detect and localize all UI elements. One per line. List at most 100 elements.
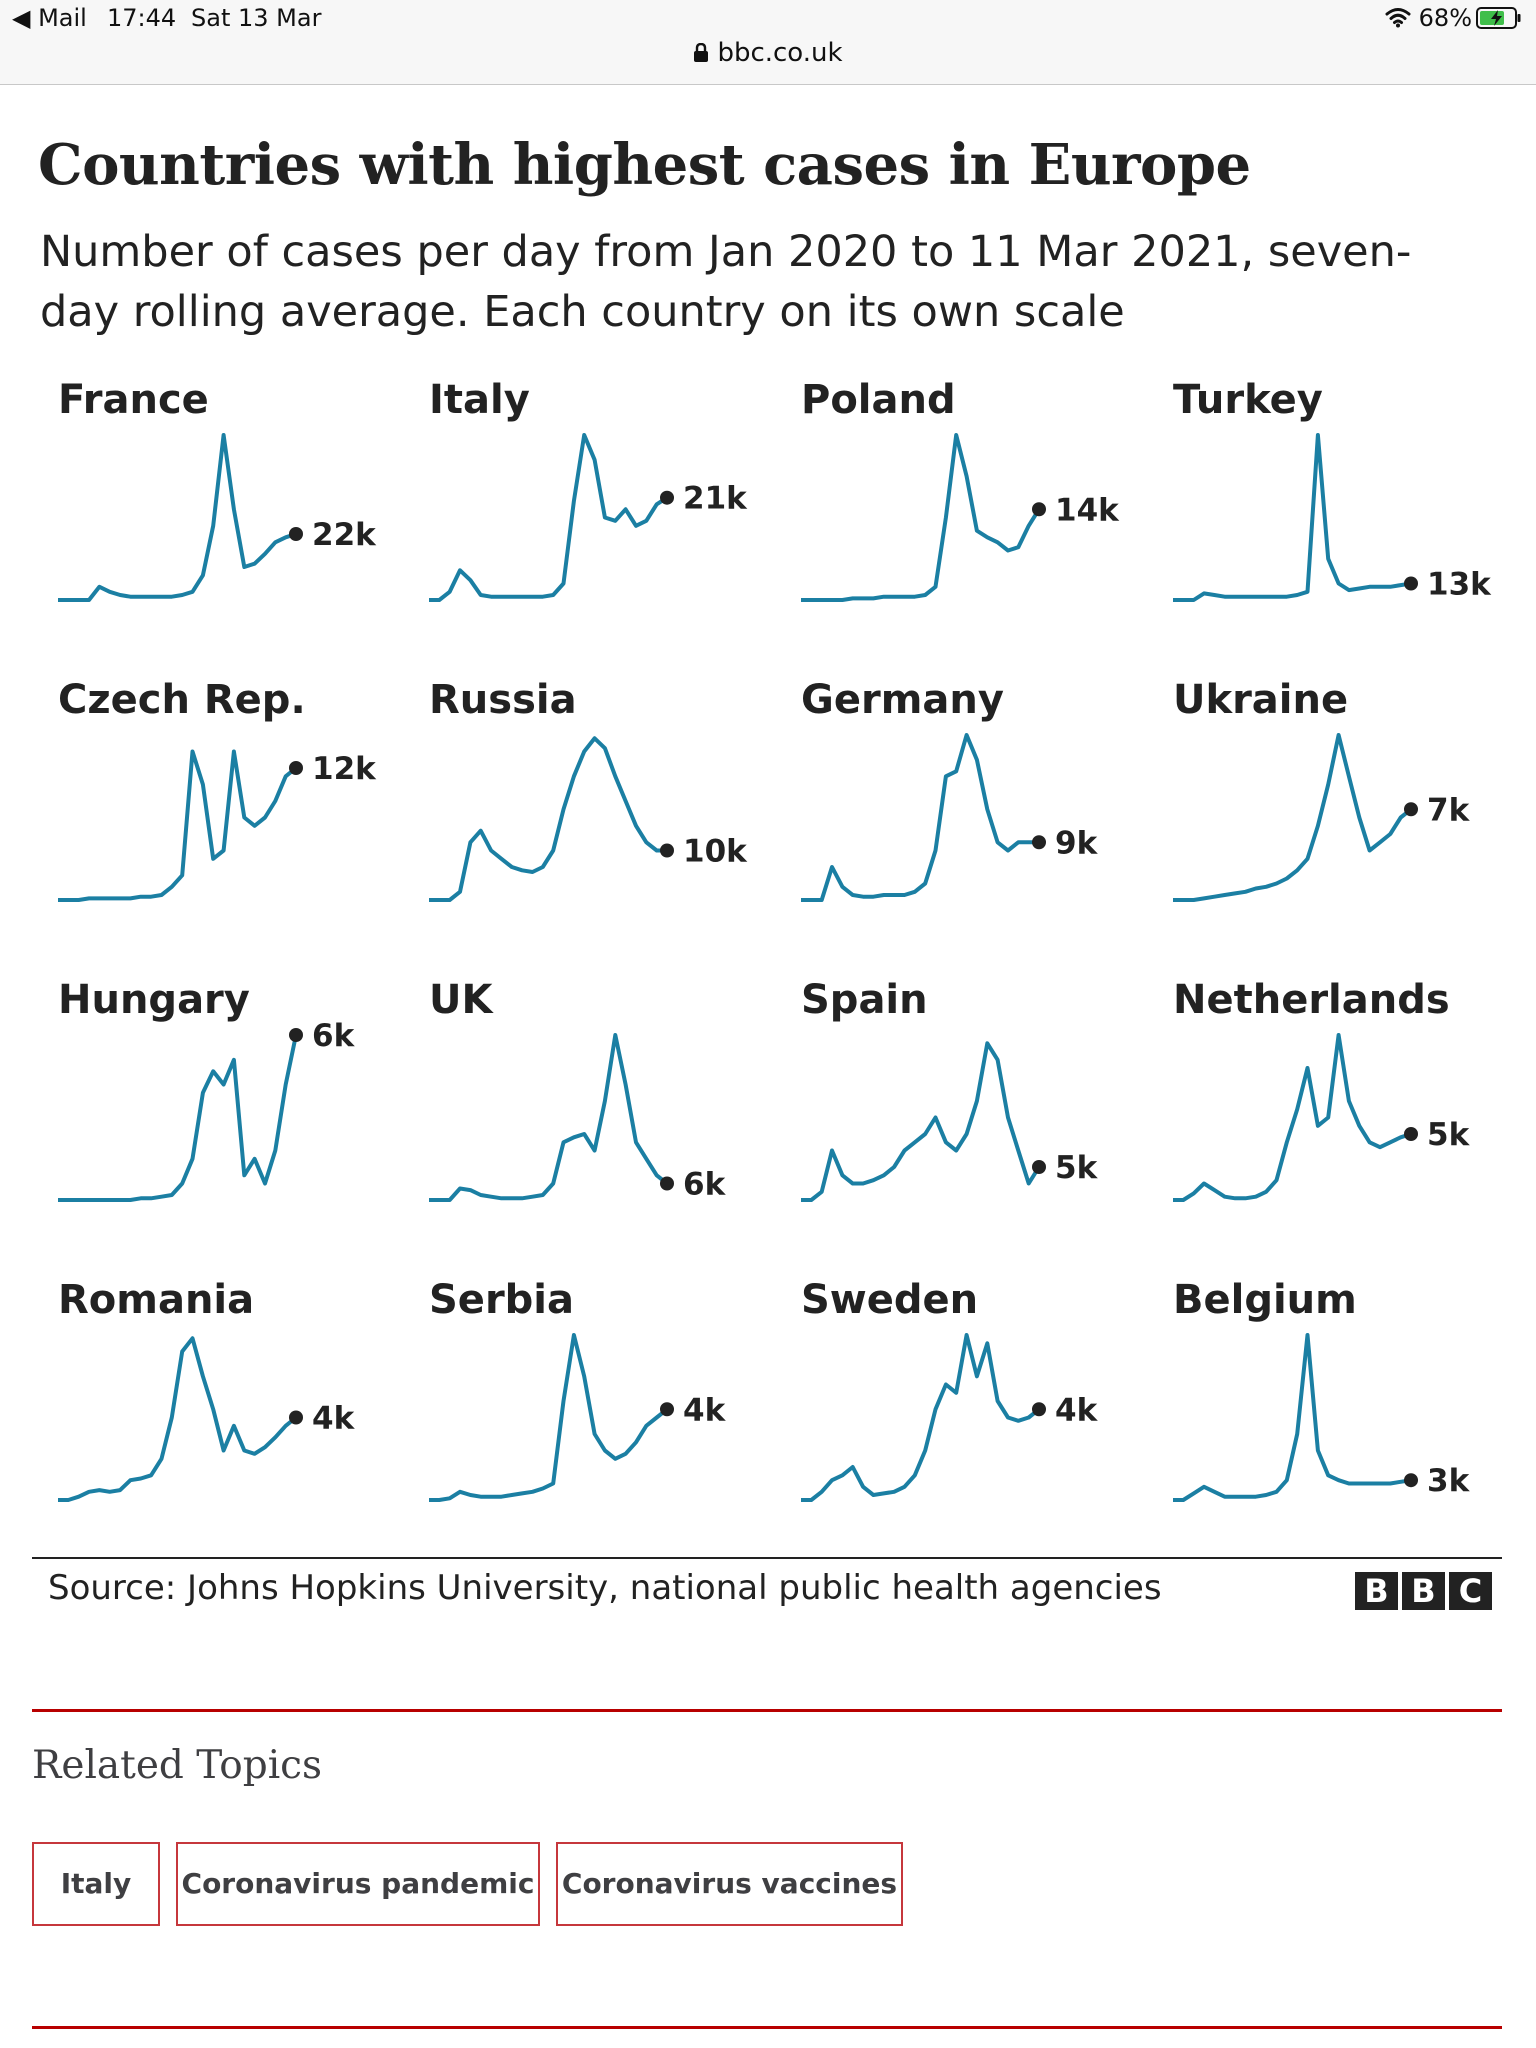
series-line [801, 1041, 1041, 1202]
series-line [1173, 733, 1413, 902]
chart-title: Countries with highest cases in Europe [38, 132, 1251, 198]
chart-source: Source: Johns Hopkins University, nation… [48, 1568, 1162, 1608]
section-divider [32, 2026, 1502, 2029]
latest-value-label: 12k [312, 751, 377, 787]
topic-link-coronavirus-vaccines[interactable]: Coronavirus vaccines [556, 1842, 903, 1926]
country-name: Hungary [58, 977, 250, 1023]
panel-hungary: Hungary 6k [58, 977, 356, 1202]
status-time: 17:44 [107, 4, 177, 32]
latest-point [1032, 835, 1046, 850]
series-line [429, 736, 667, 902]
small-multiples-chart: France 22k Italy 21k Poland 14k Turkey 13k Czech… [58, 377, 1492, 1502]
panel-italy: Italy 21k [429, 377, 748, 602]
series-line [1173, 1333, 1412, 1502]
latest-point [289, 1410, 303, 1425]
section-divider [32, 1709, 1502, 1712]
series-line [429, 1033, 669, 1202]
latest-point [1404, 1473, 1418, 1488]
series-line [58, 1034, 298, 1202]
latest-point [1404, 576, 1418, 591]
panel-germany: Germany 9k [801, 677, 1099, 902]
latest-value-label: 4k [1055, 1392, 1099, 1428]
latest-value-label: 21k [683, 481, 748, 517]
country-name: Germany [801, 677, 1004, 723]
bbc-logo-block: C [1449, 1572, 1492, 1610]
panel-poland: Poland 14k [801, 377, 1120, 602]
panel-serbia: Serbia 4k [429, 1277, 727, 1502]
series-line [58, 433, 297, 602]
series-line [429, 1333, 669, 1502]
country-name: Czech Rep. [58, 677, 306, 723]
country-name: Romania [58, 1277, 254, 1323]
latest-value-label: 5k [1055, 1150, 1099, 1186]
topic-link-italy[interactable]: Italy [32, 1842, 160, 1926]
latest-value-label: 3k [1427, 1463, 1471, 1499]
country-name: Russia [429, 677, 577, 723]
series-line [58, 749, 298, 902]
panel-netherlands: Netherlands 5k [1173, 977, 1471, 1202]
topic-link-coronavirus-pandemic[interactable]: Coronavirus pandemic [176, 1842, 540, 1926]
series-line [1173, 1033, 1412, 1202]
panel-czech-rep: Czech Rep.12k [58, 677, 377, 902]
panel-ukraine: Ukraine 7k [1173, 677, 1471, 902]
panel-spain: Spain 5k [801, 977, 1099, 1202]
country-name: Serbia [429, 1277, 574, 1323]
country-name: Netherlands [1173, 977, 1450, 1023]
latest-point [289, 1028, 303, 1042]
latest-point [660, 1176, 674, 1191]
battery-charging-icon [1476, 7, 1522, 33]
panel-russia: Russia 10k [429, 677, 748, 902]
series-line [429, 433, 669, 602]
back-to-mail-button[interactable]: ◀ Mail [12, 4, 87, 32]
latest-value-label: 6k [683, 1167, 727, 1203]
latest-value-label: 9k [1055, 825, 1099, 861]
latest-value-label: 6k [312, 1018, 356, 1054]
panel-turkey: Turkey 13k [1173, 377, 1492, 603]
series-line [801, 433, 1041, 602]
series-line [801, 733, 1039, 902]
url-text: bbc.co.uk [717, 38, 843, 68]
latest-value-label: 4k [312, 1401, 356, 1437]
latest-point [289, 761, 303, 775]
url-bar[interactable]: bbc.co.uk [0, 38, 1536, 70]
battery-percentage: 68% [1418, 4, 1472, 32]
series-line [801, 1333, 1041, 1502]
latest-value-label: 14k [1055, 492, 1120, 528]
latest-point [1032, 1402, 1046, 1417]
latest-value-label: 4k [683, 1392, 727, 1428]
bbc-logo-block: B [1402, 1572, 1445, 1610]
chart-subtitle: Number of cases per day from Jan 2020 to… [40, 227, 1412, 337]
panel-belgium: Belgium 3k [1173, 1277, 1471, 1502]
related-topics-heading: Related Topics [32, 1743, 323, 1788]
country-name: Italy [429, 377, 530, 423]
series-line [58, 1336, 298, 1502]
status-date: Sat 13 Mar [191, 4, 322, 32]
latest-point [660, 843, 674, 858]
latest-value-label: 13k [1427, 567, 1492, 603]
wifi-icon [1385, 6, 1411, 32]
bbc-logo: B B C [1355, 1572, 1492, 1610]
latest-point [1032, 502, 1046, 517]
latest-value-label: 5k [1427, 1117, 1471, 1153]
country-name: Sweden [801, 1277, 978, 1323]
status-bar: ◀ Mail 17:44 Sat 13 Mar 68% bbc.co.uk [0, 0, 1536, 85]
country-name: Spain [801, 977, 928, 1023]
country-name: Poland [801, 377, 956, 423]
latest-point [1404, 802, 1418, 817]
lock-icon [693, 40, 709, 70]
country-name: Turkey [1173, 377, 1323, 423]
latest-point [289, 527, 303, 541]
latest-value-label: 10k [683, 834, 748, 870]
latest-point [1404, 1127, 1418, 1141]
country-name: UK [429, 977, 494, 1023]
latest-value-label: 7k [1427, 792, 1471, 828]
panel-uk: UK 6k [429, 977, 727, 1203]
latest-point [1032, 1160, 1046, 1174]
latest-value-label: 22k [312, 517, 377, 553]
series-line [1173, 433, 1412, 602]
country-name: Belgium [1173, 1277, 1357, 1323]
source-divider [32, 1557, 1502, 1559]
panel-france: France 22k [58, 377, 377, 602]
latest-point [660, 1402, 674, 1417]
panel-sweden: Sweden 4k [801, 1277, 1099, 1502]
